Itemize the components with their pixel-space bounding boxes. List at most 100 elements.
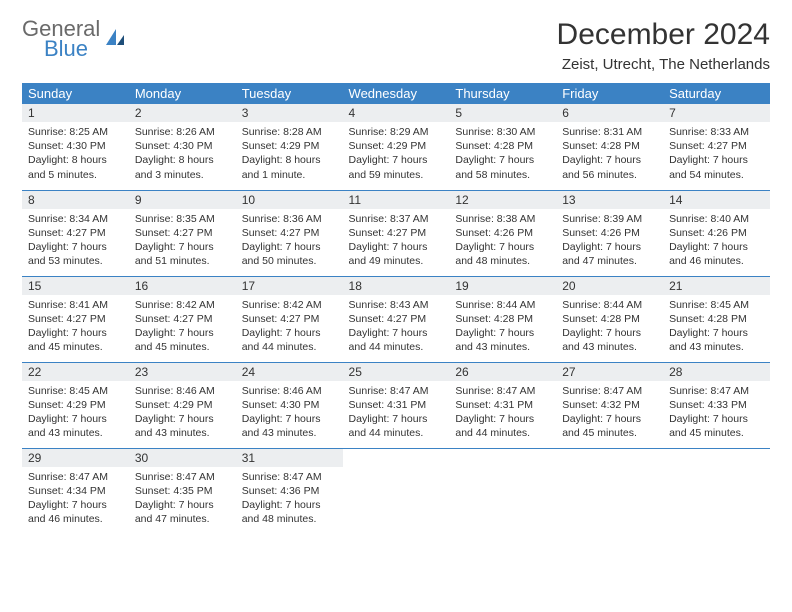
day-number: 11 [343,191,450,209]
calendar-day-cell: 22Sunrise: 8:45 AMSunset: 4:29 PMDayligh… [22,362,129,448]
sunset-text: Sunset: 4:35 PM [135,484,230,498]
page-title: December 2024 [557,18,770,52]
day-number: 31 [236,449,343,467]
sunrise-text: Sunrise: 8:25 AM [28,125,123,139]
calendar-day-cell: 27Sunrise: 8:47 AMSunset: 4:32 PMDayligh… [556,362,663,448]
day-content: Sunrise: 8:42 AMSunset: 4:27 PMDaylight:… [129,295,236,361]
daylight-text: Daylight: 7 hours and 49 minutes. [349,240,444,268]
daylight-text: Daylight: 8 hours and 1 minute. [242,153,337,181]
daylight-text: Daylight: 7 hours and 47 minutes. [562,240,657,268]
daylight-text: Daylight: 7 hours and 45 minutes. [28,326,123,354]
sunrise-text: Sunrise: 8:33 AM [669,125,764,139]
day-number: 15 [22,277,129,295]
day-number: 3 [236,104,343,122]
sunset-text: Sunset: 4:28 PM [455,139,550,153]
sunset-text: Sunset: 4:26 PM [455,226,550,240]
calendar-day-cell: 7Sunrise: 8:33 AMSunset: 4:27 PMDaylight… [663,104,770,190]
calendar-body: 1 Sunrise: 8:25 AM Sunset: 4:30 PM Daylight… [22,104,770,534]
sunrise-text: Sunrise: 8:47 AM [135,470,230,484]
day-number: 17 [236,277,343,295]
day-number: 2 [129,104,236,122]
weekday-header: Tuesday [236,83,343,104]
sunset-text: Sunset: 4:31 PM [349,398,444,412]
title-block: December 2024 Zeist, Utrecht, The Nether… [557,18,770,73]
sunrise-text: Sunrise: 8:42 AM [135,298,230,312]
day-number: 25 [343,363,450,381]
sunrise-text: Sunrise: 8:26 AM [135,125,230,139]
sunrise-text: Sunrise: 8:47 AM [669,384,764,398]
calendar-day-cell: 9Sunrise: 8:35 AMSunset: 4:27 PMDaylight… [129,190,236,276]
sunset-text: Sunset: 4:27 PM [28,226,123,240]
calendar-day-cell: 8Sunrise: 8:34 AMSunset: 4:27 PMDaylight… [22,190,129,276]
day-content: Sunrise: 8:47 AMSunset: 4:34 PMDaylight:… [22,467,129,533]
day-content: Sunrise: 8:30 AMSunset: 4:28 PMDaylight:… [449,122,556,188]
day-number: 1 [22,104,129,122]
daylight-text: Daylight: 7 hours and 59 minutes. [349,153,444,181]
day-content: Sunrise: 8:47 AMSunset: 4:32 PMDaylight:… [556,381,663,447]
calendar-day-cell: 31Sunrise: 8:47 AMSunset: 4:36 PMDayligh… [236,448,343,534]
day-content: Sunrise: 8:47 AMSunset: 4:35 PMDaylight:… [129,467,236,533]
daylight-text: Daylight: 7 hours and 48 minutes. [455,240,550,268]
sunset-text: Sunset: 4:30 PM [135,139,230,153]
sunset-text: Sunset: 4:28 PM [562,139,657,153]
calendar-day-cell: 2Sunrise: 8:26 AMSunset: 4:30 PMDaylight… [129,104,236,190]
sunset-text: Sunset: 4:29 PM [349,139,444,153]
sunrise-text: Sunrise: 8:40 AM [669,212,764,226]
daylight-text: Daylight: 7 hours and 56 minutes. [562,153,657,181]
calendar-day-cell: 4Sunrise: 8:29 AMSunset: 4:29 PMDaylight… [343,104,450,190]
logo-text-blue: Blue [44,38,100,60]
sunset-text: Sunset: 4:27 PM [28,312,123,326]
sunrise-text: Sunrise: 8:47 AM [562,384,657,398]
sunset-text: Sunset: 4:29 PM [28,398,123,412]
calendar-header-row: SundayMondayTuesdayWednesdayThursdayFrid… [22,83,770,104]
sunset-text: Sunset: 4:28 PM [669,312,764,326]
daylight-text: Daylight: 7 hours and 43 minutes. [28,412,123,440]
daylight-text: Daylight: 7 hours and 44 minutes. [242,326,337,354]
calendar-day-cell: .. [663,448,770,534]
calendar-day-cell: 11Sunrise: 8:37 AMSunset: 4:27 PMDayligh… [343,190,450,276]
sunset-text: Sunset: 4:31 PM [455,398,550,412]
sunrise-text: Sunrise: 8:47 AM [455,384,550,398]
weekday-header: Friday [556,83,663,104]
day-number: 19 [449,277,556,295]
day-number: 26 [449,363,556,381]
sunset-text: Sunset: 4:28 PM [562,312,657,326]
day-number: 14 [663,191,770,209]
day-number: 28 [663,363,770,381]
sunrise-text: Sunrise: 8:28 AM [242,125,337,139]
weekday-header: Thursday [449,83,556,104]
sunset-text: Sunset: 4:32 PM [562,398,657,412]
sunrise-text: Sunrise: 8:44 AM [562,298,657,312]
day-content: Sunrise: 8:43 AMSunset: 4:27 PMDaylight:… [343,295,450,361]
sunrise-text: Sunrise: 8:31 AM [562,125,657,139]
calendar-day-cell: 15Sunrise: 8:41 AMSunset: 4:27 PMDayligh… [22,276,129,362]
sunset-text: Sunset: 4:29 PM [242,139,337,153]
sunrise-text: Sunrise: 8:47 AM [242,470,337,484]
daylight-text: Daylight: 7 hours and 44 minutes. [349,326,444,354]
day-number: 16 [129,277,236,295]
daylight-text: Daylight: 7 hours and 46 minutes. [669,240,764,268]
sunset-text: Sunset: 4:29 PM [135,398,230,412]
calendar-day-cell: 14Sunrise: 8:40 AMSunset: 4:26 PMDayligh… [663,190,770,276]
sunset-text: Sunset: 4:27 PM [349,226,444,240]
day-number: 6 [556,104,663,122]
header: General Blue December 2024 Zeist, Utrech… [22,18,770,73]
calendar-day-cell: 17Sunrise: 8:42 AMSunset: 4:27 PMDayligh… [236,276,343,362]
calendar-day-cell: .. [343,448,450,534]
daylight-text: Daylight: 7 hours and 44 minutes. [455,412,550,440]
day-content: Sunrise: 8:45 AMSunset: 4:29 PMDaylight:… [22,381,129,447]
sunset-text: Sunset: 4:28 PM [455,312,550,326]
weekday-header: Sunday [22,83,129,104]
daylight-text: Daylight: 7 hours and 54 minutes. [669,153,764,181]
sunrise-text: Sunrise: 8:42 AM [242,298,337,312]
day-number: 13 [556,191,663,209]
location-subtitle: Zeist, Utrecht, The Netherlands [557,56,770,73]
calendar-day-cell: 19Sunrise: 8:44 AMSunset: 4:28 PMDayligh… [449,276,556,362]
daylight-text: Daylight: 7 hours and 43 minutes. [135,412,230,440]
daylight-text: Daylight: 7 hours and 58 minutes. [455,153,550,181]
weekday-header: Saturday [663,83,770,104]
day-number: 5 [449,104,556,122]
sunset-text: Sunset: 4:30 PM [242,398,337,412]
calendar-table: SundayMondayTuesdayWednesdayThursdayFrid… [22,83,770,534]
sunrise-text: Sunrise: 8:30 AM [455,125,550,139]
